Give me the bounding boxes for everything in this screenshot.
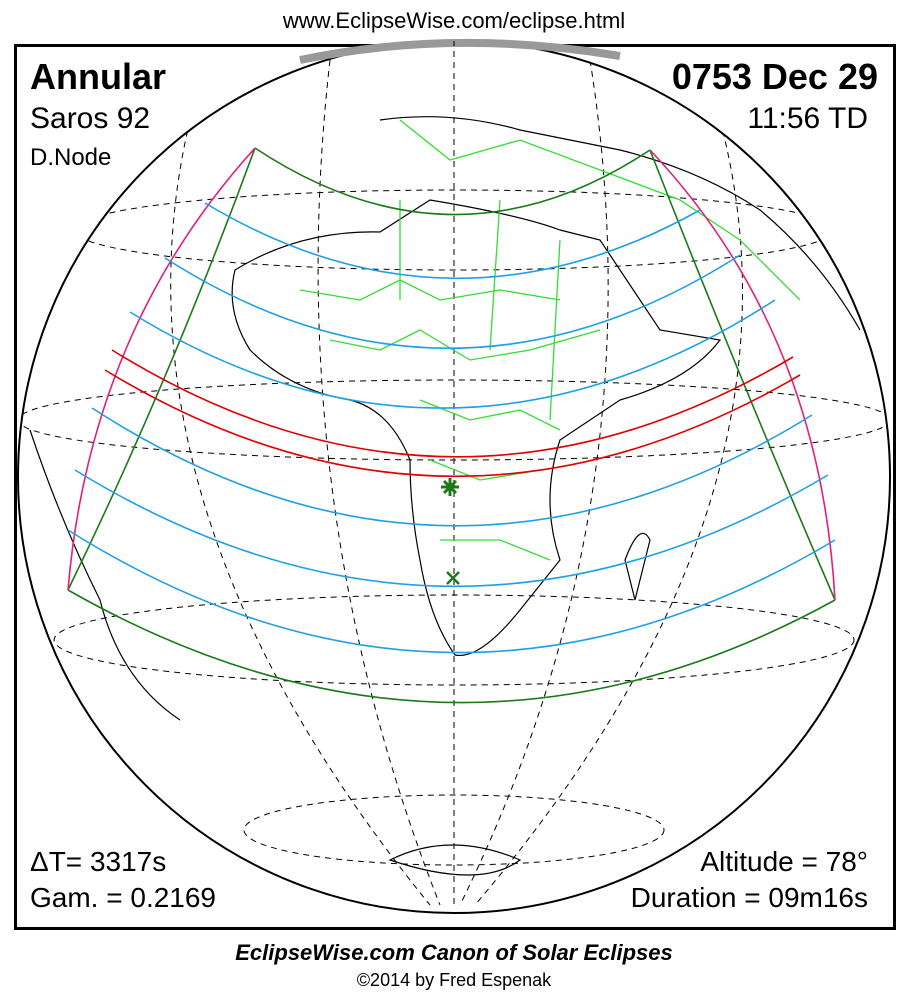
- central-limit-south: [104, 369, 801, 478]
- node: D.Node: [30, 144, 112, 171]
- copyright: ©2014 by Fred Espenak: [356, 970, 552, 990]
- limit-east: [649, 149, 836, 601]
- greatest-eclipse-star-icon: [441, 478, 459, 496]
- url-header: www.EclipseWise.com/eclipse.html: [282, 8, 626, 33]
- limit-west: [67, 147, 256, 591]
- limit-south: [67, 589, 836, 704]
- penumbral-line-3: [129, 299, 776, 409]
- duration: Duration = 09m16s: [630, 882, 868, 913]
- penumbral-line-6: [67, 529, 836, 654]
- rise-set-west: [67, 147, 256, 591]
- altitude: Altitude = 78°: [700, 846, 868, 877]
- penumbral-line-1: [204, 202, 701, 280]
- penumbral-line-4: [91, 407, 813, 527]
- penumbral-line-5: [74, 469, 829, 588]
- graticule: [18, 41, 890, 906]
- subsolar-point-x-icon: [446, 571, 460, 585]
- limit-north: [254, 147, 651, 216]
- delta-t: ΔT= 3317s: [30, 846, 167, 877]
- central-limit-north: [111, 349, 794, 458]
- eclipse-date: 0753 Dec 29: [671, 56, 878, 97]
- gamma: Gam. = 0.2169: [30, 882, 217, 913]
- night-shading: [299, 38, 621, 64]
- eclipse-type: Annular: [30, 56, 167, 97]
- canon-title: EclipseWise.com Canon of Solar Eclipses: [235, 940, 673, 965]
- rise-set-east: [649, 149, 836, 601]
- eclipse-time: 11:56 TD: [747, 102, 868, 135]
- country-borders: [299, 119, 801, 561]
- saros-number: Saros 92: [30, 102, 151, 135]
- penumbral-line-2: [164, 254, 741, 350]
